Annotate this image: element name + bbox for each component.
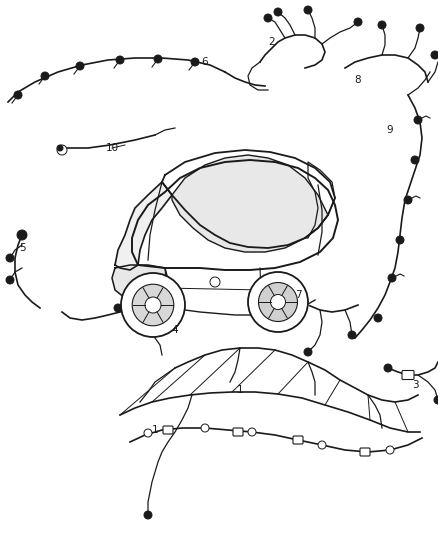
Circle shape (116, 56, 124, 64)
Circle shape (414, 116, 422, 124)
Circle shape (258, 282, 297, 321)
Circle shape (201, 424, 209, 432)
Circle shape (386, 446, 394, 454)
Circle shape (271, 295, 286, 310)
Text: 1: 1 (152, 425, 158, 435)
Circle shape (57, 145, 67, 155)
Circle shape (14, 91, 22, 99)
FancyBboxPatch shape (163, 426, 173, 434)
Circle shape (6, 254, 14, 262)
Circle shape (144, 511, 152, 519)
FancyBboxPatch shape (293, 436, 303, 444)
Circle shape (76, 62, 84, 70)
Circle shape (396, 236, 404, 244)
Polygon shape (115, 182, 172, 270)
Text: 5: 5 (19, 243, 25, 253)
Circle shape (416, 24, 424, 32)
Circle shape (388, 274, 396, 282)
Circle shape (210, 277, 220, 287)
Text: 9: 9 (387, 125, 393, 135)
FancyBboxPatch shape (360, 448, 370, 456)
Circle shape (348, 331, 356, 339)
Circle shape (248, 428, 256, 436)
Text: 8: 8 (355, 75, 361, 85)
Circle shape (354, 18, 362, 26)
Circle shape (274, 8, 282, 16)
Text: 4: 4 (172, 325, 178, 335)
Circle shape (41, 72, 49, 80)
Circle shape (114, 304, 122, 312)
Circle shape (374, 314, 382, 322)
Circle shape (304, 348, 312, 356)
Text: 6: 6 (201, 57, 208, 67)
Circle shape (138, 318, 146, 326)
Circle shape (378, 21, 386, 29)
FancyBboxPatch shape (233, 428, 243, 436)
FancyBboxPatch shape (402, 370, 414, 379)
Text: 1: 1 (237, 385, 244, 395)
Circle shape (132, 284, 174, 326)
Circle shape (248, 272, 308, 332)
Circle shape (431, 51, 438, 59)
Polygon shape (112, 265, 168, 302)
Circle shape (6, 276, 14, 284)
Circle shape (318, 441, 326, 449)
Circle shape (124, 312, 132, 320)
Circle shape (404, 196, 412, 204)
Circle shape (191, 58, 199, 66)
Circle shape (17, 230, 27, 240)
Circle shape (411, 156, 419, 164)
Circle shape (121, 273, 185, 337)
Circle shape (304, 6, 312, 14)
Circle shape (145, 297, 161, 313)
Polygon shape (172, 155, 328, 252)
Circle shape (384, 364, 392, 372)
Text: 10: 10 (106, 143, 119, 153)
Circle shape (434, 396, 438, 404)
Text: 3: 3 (412, 380, 418, 390)
Text: 7: 7 (295, 290, 301, 300)
Circle shape (151, 311, 159, 319)
Circle shape (144, 429, 152, 437)
Polygon shape (115, 162, 348, 335)
Circle shape (154, 55, 162, 63)
Circle shape (57, 145, 63, 151)
Circle shape (264, 14, 272, 22)
Text: 2: 2 (268, 37, 276, 47)
